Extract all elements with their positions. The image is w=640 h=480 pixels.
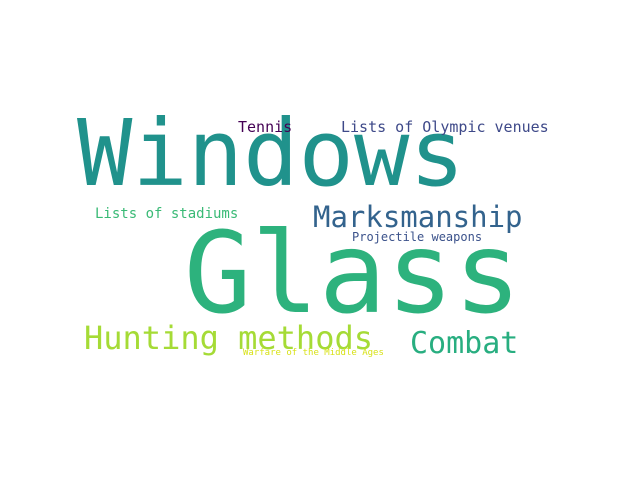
word-projectile-weapons: Projectile weapons <box>352 230 483 244</box>
word-tennis: Tennis <box>238 118 293 136</box>
word-glass: Glass <box>184 209 522 339</box>
word-hunting-methods: Hunting methods <box>84 319 373 357</box>
word-stadiums: Lists of stadiums <box>95 206 239 222</box>
word-marksmanship: Marksmanship <box>313 200 523 234</box>
word-combat: Combat <box>410 326 519 361</box>
word-warfare-middle-ages: Warfare of the Middle Ages <box>243 348 384 358</box>
word-windows: Windows <box>77 100 465 207</box>
word-olympic-venues: Lists of Olympic venues <box>341 118 549 136</box>
